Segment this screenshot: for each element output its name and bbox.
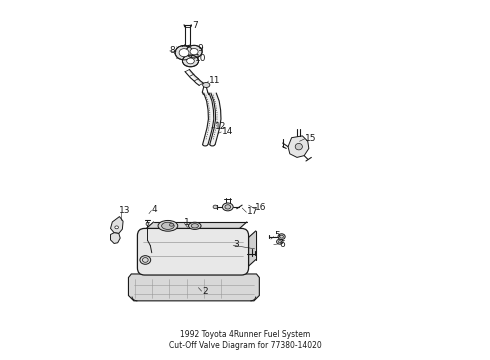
Polygon shape bbox=[128, 274, 259, 301]
Ellipse shape bbox=[278, 234, 285, 239]
Text: 4: 4 bbox=[152, 205, 157, 214]
Text: 7: 7 bbox=[192, 21, 197, 30]
Ellipse shape bbox=[213, 205, 218, 209]
Text: 1992 Toyota 4Runner Fuel System
Cut-Off Valve Diagram for 77380-14020: 1992 Toyota 4Runner Fuel System Cut-Off … bbox=[169, 329, 321, 350]
Text: 13: 13 bbox=[119, 206, 130, 215]
Ellipse shape bbox=[175, 45, 193, 60]
Text: 2: 2 bbox=[202, 287, 208, 296]
Text: 9: 9 bbox=[197, 44, 203, 53]
Text: 17: 17 bbox=[247, 207, 258, 216]
Ellipse shape bbox=[295, 143, 302, 150]
Ellipse shape bbox=[158, 220, 178, 231]
Text: 11: 11 bbox=[209, 76, 221, 85]
Text: 14: 14 bbox=[221, 127, 233, 136]
Ellipse shape bbox=[179, 49, 189, 57]
Ellipse shape bbox=[203, 82, 210, 87]
Ellipse shape bbox=[276, 239, 283, 244]
Ellipse shape bbox=[162, 222, 174, 229]
Polygon shape bbox=[203, 93, 214, 144]
Text: 6: 6 bbox=[279, 240, 285, 249]
Text: 12: 12 bbox=[215, 122, 226, 131]
Ellipse shape bbox=[189, 222, 201, 229]
Polygon shape bbox=[111, 217, 123, 233]
Ellipse shape bbox=[170, 223, 173, 226]
Ellipse shape bbox=[191, 224, 198, 228]
Text: 1: 1 bbox=[184, 218, 190, 227]
Ellipse shape bbox=[182, 55, 198, 67]
Polygon shape bbox=[111, 233, 120, 243]
Ellipse shape bbox=[186, 45, 202, 58]
Polygon shape bbox=[288, 136, 309, 157]
Ellipse shape bbox=[225, 205, 231, 209]
Polygon shape bbox=[210, 93, 221, 144]
Ellipse shape bbox=[146, 222, 149, 225]
Text: 8: 8 bbox=[170, 46, 175, 55]
Ellipse shape bbox=[187, 58, 195, 64]
Text: 5: 5 bbox=[274, 231, 280, 240]
Text: 3: 3 bbox=[234, 240, 239, 249]
Ellipse shape bbox=[140, 256, 151, 264]
Ellipse shape bbox=[190, 49, 198, 55]
Ellipse shape bbox=[115, 226, 119, 229]
FancyBboxPatch shape bbox=[137, 228, 248, 275]
Text: 10: 10 bbox=[195, 54, 206, 63]
Polygon shape bbox=[147, 222, 247, 228]
Text: 16: 16 bbox=[255, 203, 267, 212]
Text: 15: 15 bbox=[305, 134, 317, 143]
Ellipse shape bbox=[222, 203, 233, 211]
Polygon shape bbox=[248, 231, 256, 266]
